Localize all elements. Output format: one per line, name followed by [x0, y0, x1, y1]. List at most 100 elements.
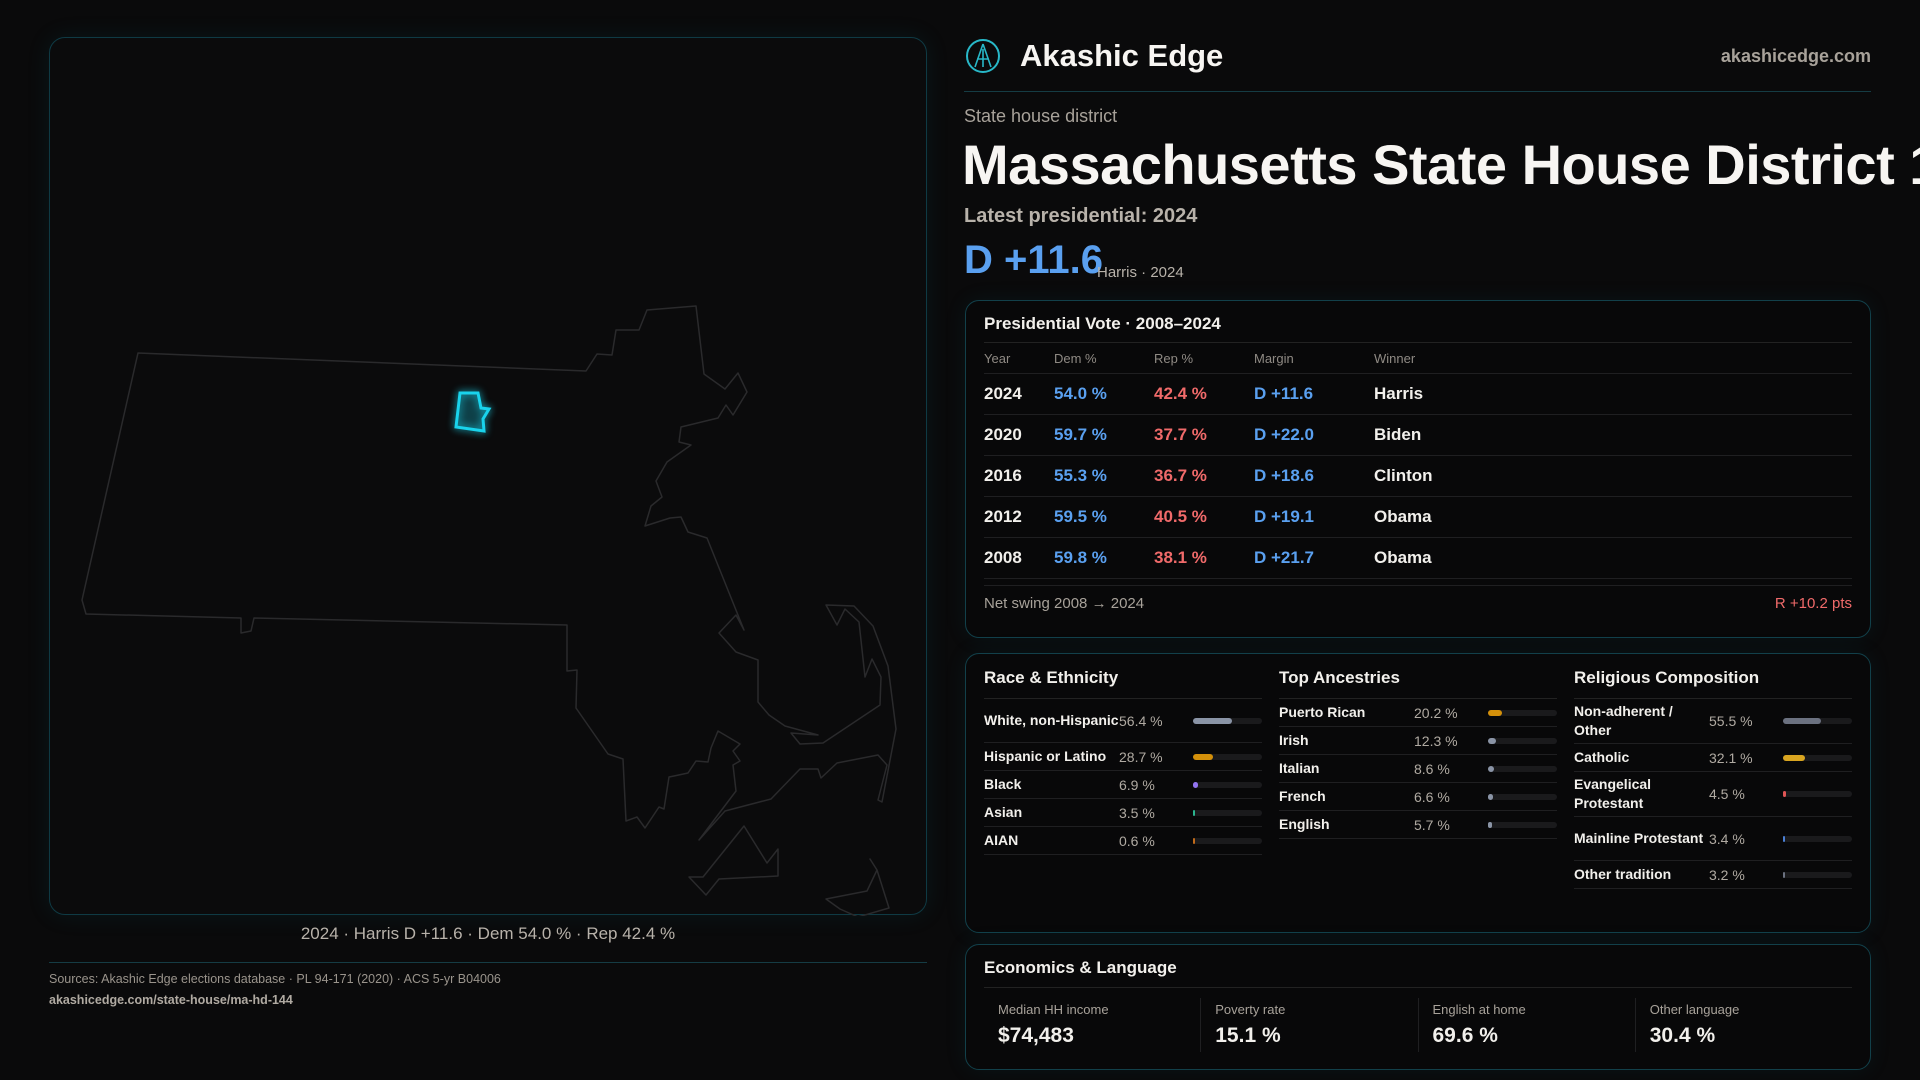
demographic-row: Non-adherent / Other 55.5 %: [1574, 699, 1852, 744]
column-title: Top Ancestries: [1279, 668, 1557, 699]
item-percent: 5.7 %: [1414, 816, 1450, 833]
demographic-row: French 6.6 %: [1279, 783, 1557, 811]
bar-track: [1193, 753, 1262, 760]
stat-card: Poverty rate 15.1 %: [1200, 998, 1417, 1052]
item-percent: 3.4 %: [1709, 830, 1745, 847]
stat-value: 69.6 %: [1432, 1024, 1498, 1047]
winner-cell: Obama: [1374, 507, 1432, 526]
bar-fill: [1193, 717, 1232, 724]
latest-margin-sub: Harris · 2024: [1097, 264, 1184, 281]
demographic-column: Religious Composition Non-adherent / Othe…: [1574, 668, 1852, 918]
stat-label: English at home: [1432, 1002, 1526, 1017]
item-label: Non-adherent / Other: [1574, 703, 1673, 738]
state-outline: [81, 305, 897, 841]
item-label: Evangelical Protestant: [1574, 776, 1652, 811]
bar-track: [1488, 765, 1557, 772]
bar-track: [1783, 871, 1852, 878]
stat-card: English at home 69.6 %: [1417, 998, 1635, 1052]
bar-fill: [1193, 781, 1198, 788]
bar-fill: [1193, 837, 1195, 844]
bar-fill: [1783, 718, 1822, 724]
demographic-row: AIAN 0.6 %: [984, 827, 1262, 855]
site-link[interactable]: akashicedge.com: [1720, 46, 1871, 66]
item-label: White, non-Hispanic: [984, 712, 1119, 728]
table-row: 2020 59.7 % 37.7 % D +22.0 Biden: [984, 415, 1852, 456]
stat-card: Median HH income $74,483: [984, 998, 1200, 1052]
bar-fill: [1488, 821, 1492, 828]
latest-margin: D +11.6: [964, 238, 1104, 282]
dem-cell: 54.0 %: [1054, 384, 1107, 403]
stat-label: Poverty rate: [1215, 1002, 1286, 1017]
sources-text: Sources: Akashic Edge elections database…: [49, 972, 501, 986]
bar-track: [1488, 793, 1557, 800]
bar-track: [1488, 737, 1557, 744]
latest-presidential: Latest presidential: 2024: [964, 205, 1198, 227]
bar-fill: [1488, 709, 1502, 716]
item-label: Catholic: [1574, 749, 1630, 765]
item-label: English: [1279, 816, 1330, 832]
bar-fill: [1783, 871, 1786, 878]
item-percent: 32.1 %: [1709, 749, 1753, 766]
brand[interactable]: Akashic Edge: [964, 36, 1223, 76]
panel-title: Economics & Language: [984, 958, 1852, 988]
demographic-row: Catholic 32.1 %: [1574, 744, 1852, 772]
column-title: Religious Composition: [1574, 668, 1852, 699]
bar-fill: [1193, 809, 1196, 816]
stat-label: Median HH income: [998, 1002, 1109, 1017]
rep-cell: 38.1 %: [1154, 548, 1207, 567]
winner-cell: Clinton: [1374, 466, 1433, 485]
col-year: Year: [984, 350, 1011, 366]
panel-title: Presidential Vote · 2008–2024: [984, 314, 1852, 343]
year-cell: 2020: [984, 425, 1022, 444]
demographic-column: Race & Ethnicity White, non-Hispanic 56.4 …: [984, 668, 1262, 918]
table-row: 2024 54.0 % 42.4 % D +11.6 Harris: [984, 374, 1852, 415]
winner-cell: Biden: [1374, 425, 1422, 444]
margin-cell: D +21.7: [1254, 548, 1315, 567]
item-label: Asian: [984, 804, 1023, 820]
item-percent: 6.6 %: [1414, 788, 1450, 805]
item-percent: 56.4 %: [1119, 712, 1163, 729]
col-rep: Rep %: [1154, 350, 1194, 366]
item-percent: 12.3 %: [1414, 732, 1458, 749]
item-percent: 20.2 %: [1414, 704, 1458, 721]
demographic-row: White, non-Hispanic 56.4 %: [984, 699, 1262, 743]
item-label: AIAN: [984, 832, 1019, 848]
economics-panel: Economics & Language Median HH income $74…: [965, 944, 1871, 1070]
map-panel: [49, 37, 927, 916]
bar-fill: [1193, 753, 1213, 760]
bar-fill: [1488, 765, 1494, 772]
demographic-row: Italian 8.6 %: [1279, 755, 1557, 783]
page-url[interactable]: akashicedge.com/state-house/ma-hd-144: [49, 993, 293, 1007]
map-caption: 2024 · Harris D +11.6 · Dem 54.0 % · Rep…: [300, 924, 676, 943]
year-cell: 2024: [984, 384, 1022, 403]
demographic-row: Puerto Rican 20.2 %: [1279, 699, 1557, 727]
stat-card: Other language 30.4 %: [1634, 998, 1852, 1052]
margin-cell: D +11.6: [1254, 384, 1314, 403]
margin-cell: D +22.0: [1254, 425, 1315, 444]
district-highlight[interactable]: [454, 391, 492, 433]
item-percent: 55.5 %: [1709, 713, 1753, 729]
table-row: 2008 59.8 % 38.1 % D +21.7 Obama: [984, 538, 1852, 579]
rep-cell: 37.7 %: [1154, 425, 1207, 444]
stat-value: $74,483: [998, 1024, 1074, 1047]
item-percent: 4.5 %: [1709, 786, 1745, 802]
dem-cell: 59.8 %: [1054, 548, 1107, 567]
item-label: Mainline Protestant: [1574, 830, 1704, 846]
net-swing: Net swing 2008 → 2024 R +10.2 pts: [984, 585, 1852, 613]
margin-cell: D +19.1: [1254, 507, 1315, 526]
nantucket-outline: [825, 858, 890, 916]
net-swing-label: Net swing 2008 → 2024: [984, 595, 1145, 612]
state-map: [81, 305, 897, 916]
bar-fill: [1488, 793, 1493, 800]
column-title: Race & Ethnicity: [984, 668, 1262, 699]
bar-track: [1193, 837, 1262, 844]
footer: Sources: Akashic Edge elections database…: [49, 962, 927, 1011]
item-percent: 0.6 %: [1119, 832, 1155, 849]
demographic-row: Other tradition 3.2 %: [1574, 861, 1852, 889]
item-label: Puerto Rican: [1279, 704, 1366, 720]
table-row: 2012 59.5 % 40.5 % D +19.1 Obama: [984, 497, 1852, 538]
bar-track: [1193, 717, 1262, 724]
item-percent: 3.2 %: [1709, 866, 1745, 883]
dem-cell: 59.7 %: [1054, 425, 1107, 444]
bar-track: [1488, 709, 1557, 716]
